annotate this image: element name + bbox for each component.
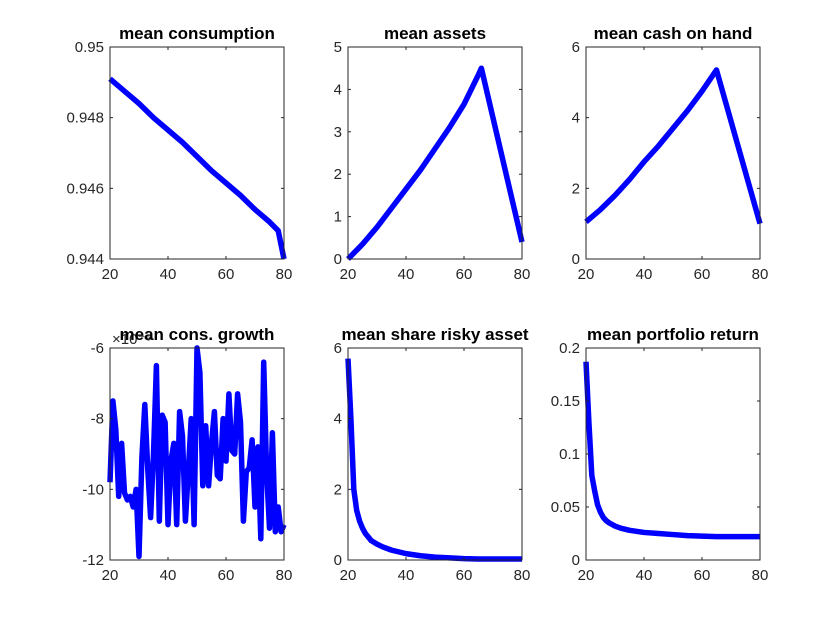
subplot-title: mean cash on hand: [594, 24, 753, 43]
y-tick-label: 0.1: [559, 446, 580, 463]
y-tick-label: 6: [572, 39, 580, 56]
axes-box: [347, 347, 523, 561]
x-tick-label: 40: [160, 567, 177, 584]
subplot-title: mean consumption: [119, 24, 275, 43]
x-tick-label: 20: [102, 567, 119, 584]
y-tick-label: 0.2: [559, 340, 580, 357]
series-line-1: [583, 361, 760, 540]
x-tick-label: 20: [340, 266, 357, 283]
axes-box: [109, 347, 285, 561]
y-tick-label: 2: [334, 166, 342, 183]
subplot-6: 20 40 60 80 0 0.05 0.1 0.15 0.2 mean portfolio re…: [551, 325, 769, 584]
y-tick-label: 4: [334, 411, 342, 428]
y-tick-label: 0.948: [66, 110, 104, 127]
x-tick-label: 40: [636, 567, 653, 584]
x-tick-label: 80: [514, 567, 531, 584]
subplot-title: mean cons. growth: [120, 325, 275, 344]
x-tick-label: 20: [578, 567, 595, 584]
x-tick-label: 40: [636, 266, 653, 283]
y-tick-label: 0.946: [66, 180, 104, 197]
x-tick-label: 40: [160, 266, 177, 283]
y-tick-label: 0: [572, 552, 580, 569]
x-tick-label: 20: [102, 266, 119, 283]
x-tick-label: 40: [398, 567, 415, 584]
x-tick-label: 80: [276, 567, 293, 584]
x-tick-label: 60: [694, 266, 711, 283]
subplot-title: mean share risky asset: [341, 325, 528, 344]
y-tick-label: 0: [334, 251, 342, 268]
y-tick-label: -10: [82, 481, 104, 498]
x-tick-label: 60: [456, 266, 473, 283]
x-tick-label: 80: [752, 266, 769, 283]
y-tick-label: 2: [572, 180, 580, 197]
y-tick-label: 1: [334, 209, 342, 226]
y-tick-label: 6: [334, 340, 342, 357]
series-line-1: [346, 65, 525, 261]
series-line-1: [345, 358, 522, 562]
y-tick-label: 2: [334, 481, 342, 498]
y-tick-label: 0: [572, 251, 580, 268]
subplot-1: 20 40 60 80 0.944 0.946 0.948 0.95 mean consumpt…: [66, 24, 292, 283]
x-tick-label: 20: [578, 266, 595, 283]
series-line-1: [584, 67, 763, 225]
x-tick-label: 60: [218, 266, 235, 283]
x-tick-label: 80: [276, 266, 293, 283]
plot-area: [348, 348, 522, 560]
subplot-3: 20 40 60 80 0 2 4 6 mean cash on hand: [572, 24, 769, 283]
plot-area: [586, 348, 760, 560]
axes-box: [585, 46, 761, 260]
axes-box: [347, 46, 523, 260]
x-tick-label: 60: [694, 567, 711, 584]
y-tick-label: -6: [91, 340, 104, 357]
y-tick-label: -12: [82, 552, 104, 569]
y-tick-label: 5: [334, 39, 342, 56]
subplot-2: 20 40 60 80 0 1 2 3 4 5 mean assets: [334, 24, 531, 283]
series-line-1: [108, 76, 287, 260]
y-tick-label: 4: [572, 110, 580, 127]
y-tick-label: 4: [334, 81, 342, 98]
subplot-title: mean portfolio return: [587, 325, 759, 344]
y-tick-label: 0: [334, 552, 342, 569]
x-tick-label: 80: [514, 266, 531, 283]
x-tick-label: 20: [340, 567, 357, 584]
subplot-title: mean assets: [384, 24, 486, 43]
axes-box: [109, 46, 285, 260]
y-tick-label: 0.05: [551, 499, 580, 516]
x-tick-label: 60: [456, 567, 473, 584]
x-tick-label: 40: [398, 266, 415, 283]
x-tick-label: 60: [218, 567, 235, 584]
y-exponent-label: ×10⁻⁵: [112, 331, 152, 348]
y-tick-label: 0.944: [66, 251, 104, 268]
y-tick-label: 3: [334, 124, 342, 141]
plot-area: [586, 47, 760, 259]
y-tick-label: 0.95: [75, 39, 104, 56]
y-tick-label: -8: [91, 411, 104, 428]
y-tick-label: 0.15: [551, 393, 580, 410]
x-tick-label: 80: [752, 567, 769, 584]
